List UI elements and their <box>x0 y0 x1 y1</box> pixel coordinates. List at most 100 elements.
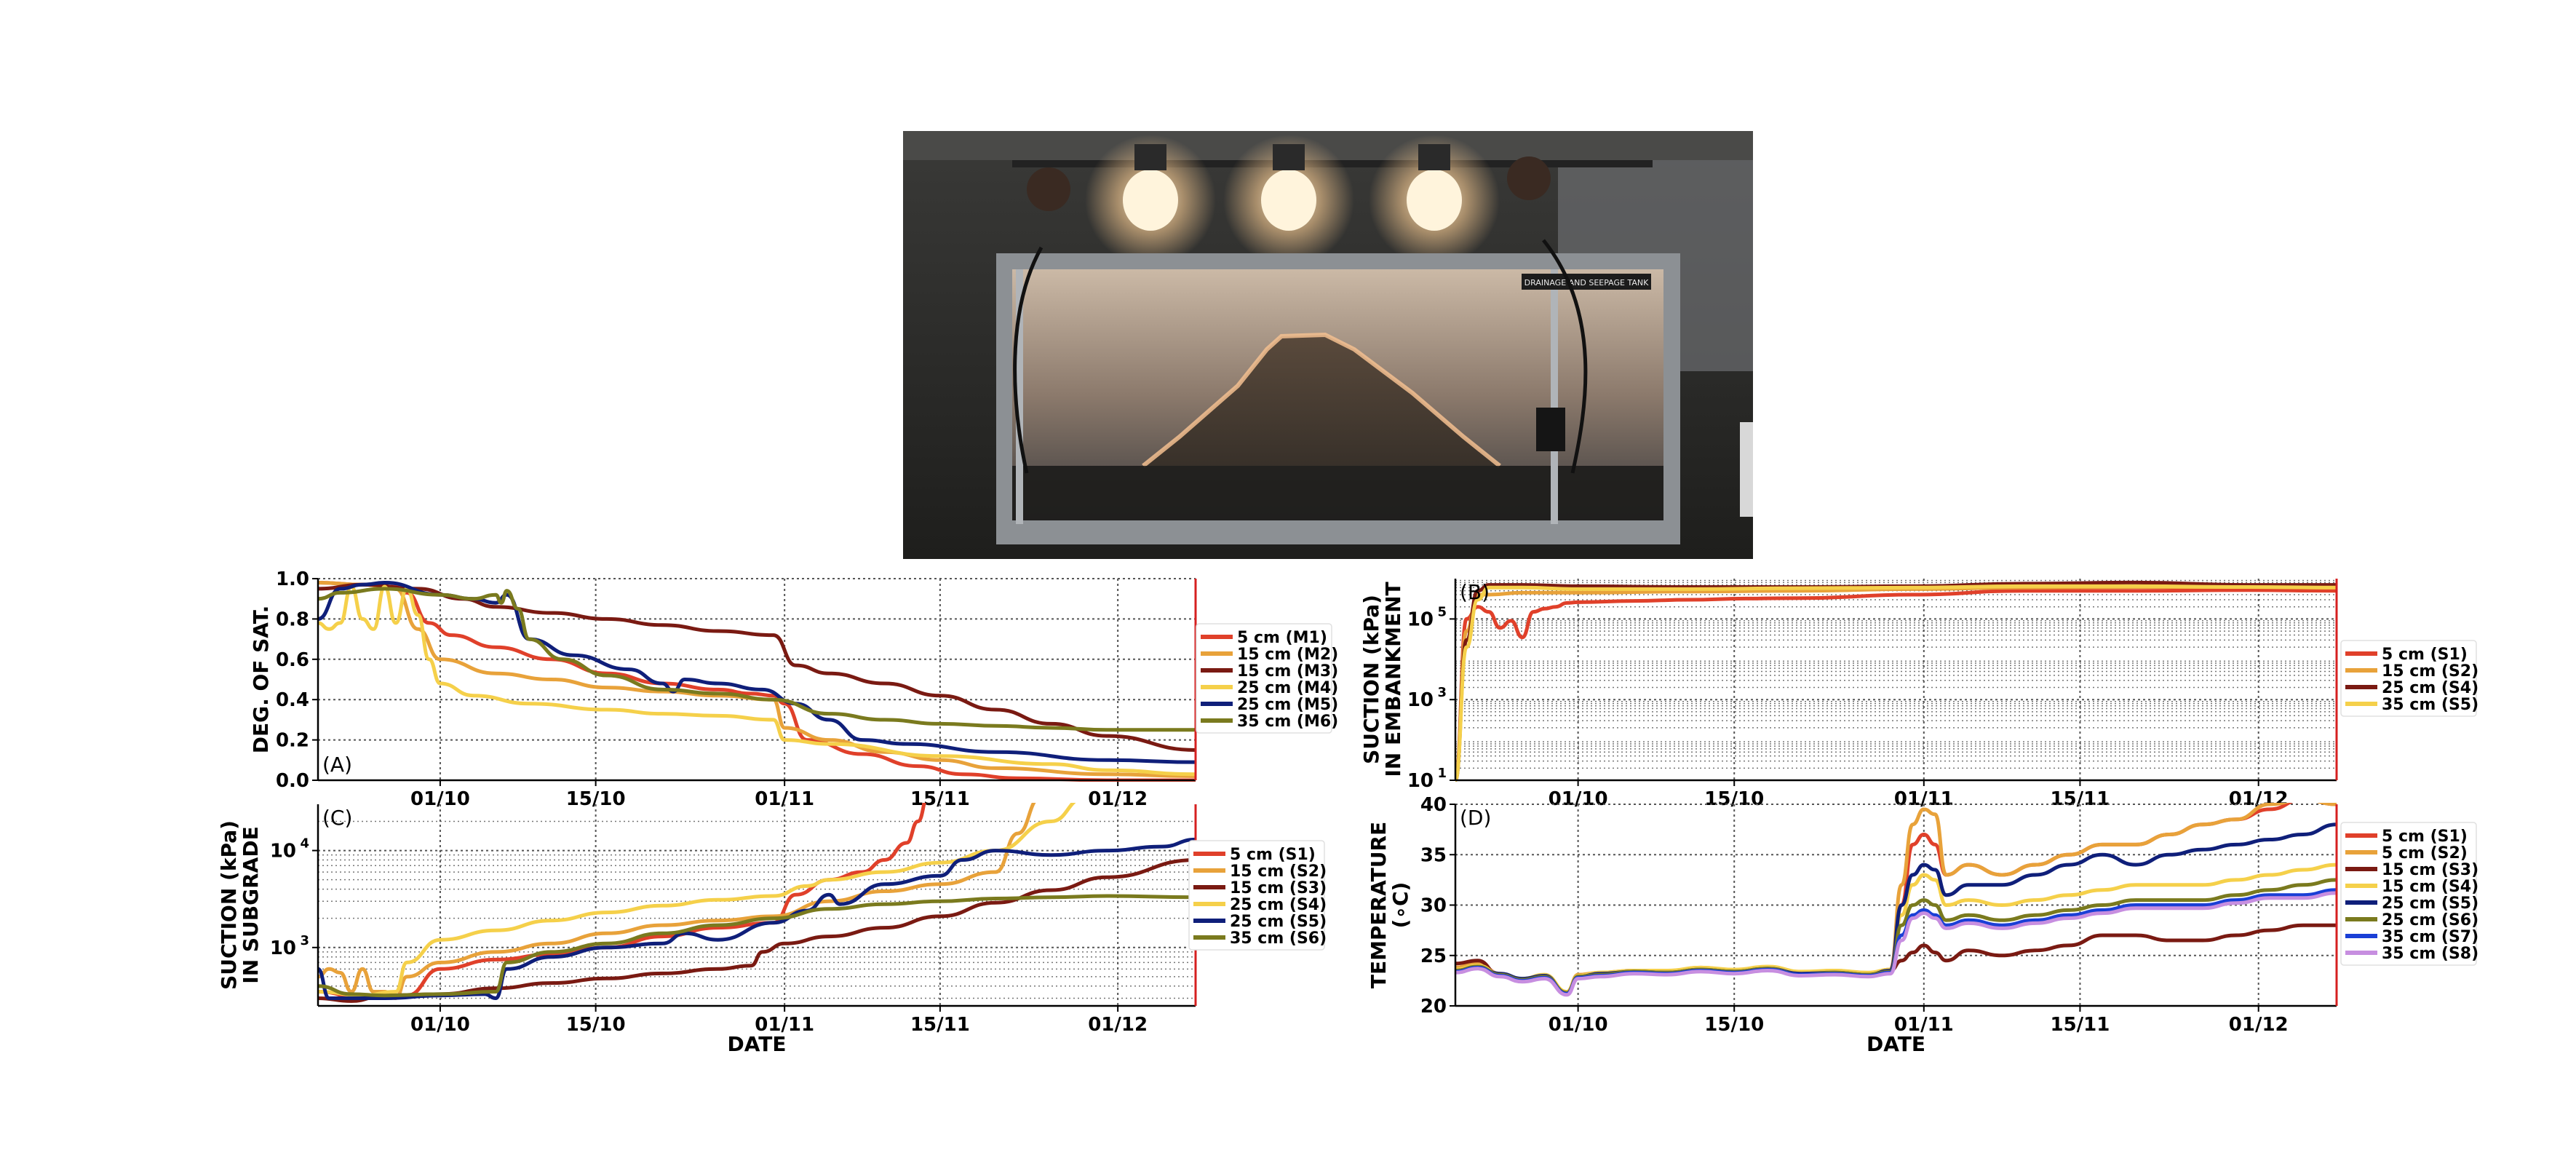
series-line-4 <box>318 584 1196 777</box>
legend-label: 15 cm (S2) <box>1230 862 1327 881</box>
y-tick-label: 0.8 <box>276 608 309 630</box>
legend-label: 15 cm (S2) <box>2382 662 2478 681</box>
x-tick-label: 01/12 <box>2229 1014 2289 1036</box>
legend-label: 35 cm (M6) <box>1237 713 1338 731</box>
x-tick-label: 01/10 <box>1549 788 1608 810</box>
x-tick-label: 01/11 <box>755 788 814 810</box>
y-tick-label: 0.4 <box>276 689 309 711</box>
panel-label: (C) <box>322 806 352 830</box>
y-tick-exponent: 5 <box>1437 604 1447 619</box>
x-tick-label: 15/11 <box>2051 1014 2110 1036</box>
legend-label: 25 cm (S5) <box>1230 913 1327 931</box>
x-tick-label: 01/10 <box>410 788 470 810</box>
series-line-1 <box>1455 588 2337 782</box>
x-axis-label: DATE <box>1867 1032 1925 1056</box>
fan-right <box>1507 156 1551 200</box>
y-tick-label: 10 <box>270 937 296 959</box>
series-group <box>1455 803 2337 997</box>
series-line-2 <box>318 803 1036 1000</box>
legend: 5 cm (M1)15 cm (M2)15 cm (M3)25 cm (M4)2… <box>1196 623 1338 734</box>
fan-left <box>1027 167 1070 211</box>
tank-label: DRAINAGE AND SEEPAGE TANK <box>1524 278 1649 288</box>
chart-panel-d: 20 25 30 35 40 01/10 15/10 01/11 15/11 01/12 (D) TE… <box>1367 794 2478 1056</box>
series-group <box>318 803 1196 1003</box>
series-line-3 <box>1455 580 2337 782</box>
x-tick-label: 15/10 <box>1704 788 1764 810</box>
legend-label: 25 cm (S6) <box>2382 911 2478 929</box>
y-tick-label: 25 <box>1420 945 1447 967</box>
series-line-3 <box>318 858 1196 1003</box>
series-line-3 <box>318 582 1196 752</box>
y-tick-exponent: 3 <box>1437 685 1447 700</box>
x-tick-label: 01/12 <box>1088 1014 1148 1036</box>
y-axis-label-line: IN SUBGRADE <box>239 826 263 983</box>
x-tick-label: 15/11 <box>2051 788 2110 810</box>
x-tick-label: 01/12 <box>1088 788 1148 810</box>
panel-label: (A) <box>322 753 352 777</box>
legend: 5 cm (S1)5 cm (S2)15 cm (S3)15 cm (S4) 25… <box>2340 822 2478 966</box>
legend-label: 25 cm (M4) <box>1237 679 1338 697</box>
legend-label: 5 cm (S1) <box>2382 646 2468 664</box>
legend-label: 5 cm (S2) <box>2382 844 2468 862</box>
legend-label: 15 cm (S3) <box>1230 879 1327 897</box>
series-line-8 <box>1455 891 2337 997</box>
legend-label: 35 cm (S8) <box>2382 945 2478 963</box>
series-line-1 <box>318 581 1196 782</box>
y-tick-label: 10 <box>270 841 296 862</box>
y-axis-label-line: SUCTION (kPa) <box>1359 595 1383 764</box>
series-line-1 <box>318 803 926 1000</box>
series-group <box>318 581 1196 782</box>
legend-box <box>2340 822 2477 966</box>
y-tick-label: 10 <box>1407 770 1434 792</box>
series-line-6 <box>318 894 1196 998</box>
y-axis-label-line: DEG. OF SAT. <box>249 606 273 754</box>
x-tick-label: 15/11 <box>910 788 970 810</box>
legend-label: 15 cm (M2) <box>1237 646 1338 664</box>
legend-box <box>2340 640 2477 717</box>
y-tick-label: 1.0 <box>276 568 309 590</box>
y-tick-label: 0.0 <box>276 770 309 792</box>
series-line-6 <box>318 587 1196 732</box>
legend: 5 cm (S1)15 cm (S2)25 cm (S4)35 cm (S5) <box>2340 640 2478 717</box>
legend-label: 5 cm (S1) <box>1230 846 1316 864</box>
y-axis-label: SUCTION (kPa)IN SUBGRADE <box>217 820 263 990</box>
x-tick-label: 01/11 <box>1894 1014 1954 1036</box>
y-axis-label-line: SUCTION (kPa) <box>217 820 241 990</box>
legend-label: 15 cm (M3) <box>1237 662 1338 681</box>
y-tick-label: 30 <box>1420 895 1447 917</box>
y-axis-label: DEG. OF SAT. <box>249 606 273 754</box>
legend-label: 25 cm (M5) <box>1237 696 1338 714</box>
legend-label: 15 cm (S3) <box>2382 861 2478 879</box>
y-tick-label: 10 <box>1407 608 1434 630</box>
x-tick-label: 01/10 <box>1549 1014 1608 1036</box>
panel-label: (B) <box>1460 580 1490 604</box>
y-axis-label-line: TEMPERATURE <box>1367 822 1391 988</box>
legend-label: 25 cm (S4) <box>2382 679 2478 697</box>
legend-label: 5 cm (M1) <box>1237 629 1327 647</box>
y-axis-label: TEMPERATURE(∘C) <box>1367 822 1412 988</box>
series-line-4 <box>1455 584 2337 782</box>
series-line-5 <box>318 581 1196 764</box>
y-tick-label: 10 <box>1407 689 1434 711</box>
heat-lamps <box>1085 135 1500 266</box>
chart-panel-c: 10 310 401/10 15/10 01/11 15/11 01/12(C)SUCTIO… <box>217 803 1327 1056</box>
y-tick-exponent: 4 <box>300 836 309 852</box>
y-axis-label-line: IN EMBANKMENT <box>1381 582 1405 777</box>
legend-label: 15 cm (S4) <box>2382 878 2478 896</box>
series-line-4 <box>318 803 1076 998</box>
panel-label: (D) <box>1460 806 1491 830</box>
y-axis-label-line: (∘C) <box>1388 882 1412 929</box>
series-line-2 <box>318 581 1196 778</box>
x-tick-label: 15/11 <box>910 1014 970 1036</box>
legend-label: 35 cm (S6) <box>1230 929 1327 948</box>
x-axis-label: DATE <box>728 1032 787 1056</box>
y-axis-label: SUCTION (kPa)IN EMBANKMENT <box>1359 582 1405 777</box>
legend-label: 5 cm (S1) <box>2382 828 2468 846</box>
legend-label: 35 cm (S5) <box>2382 696 2478 714</box>
lab-tank-photo: DRAINAGE AND SEEPAGE TANK <box>903 131 1753 559</box>
y-tick-label: 40 <box>1420 794 1447 816</box>
chart-panel-a: 0.0 0.2 0.4 0.6 0.8 1.0 01/10 15/10 01/11 15/11 01… <box>249 568 1338 810</box>
legend-label: 35 cm (S7) <box>2382 928 2478 946</box>
